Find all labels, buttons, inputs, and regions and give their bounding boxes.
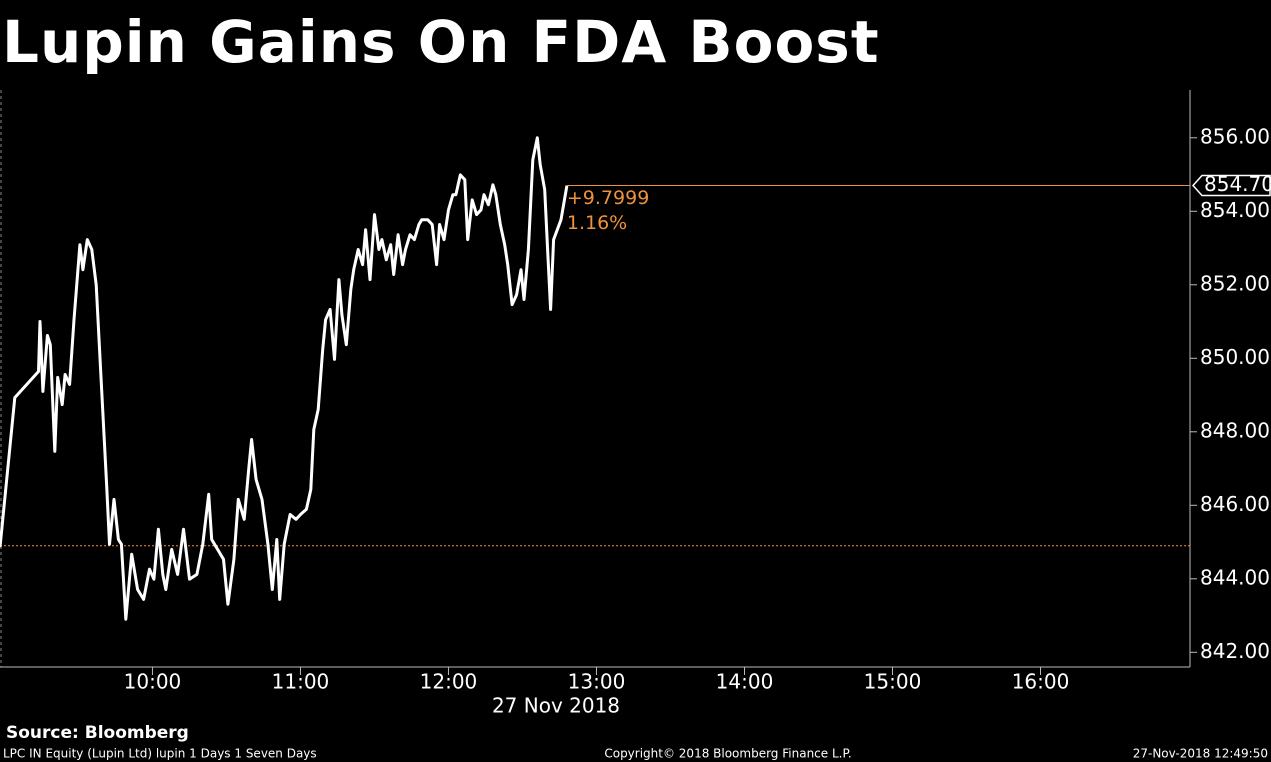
y-tick-label: 842.00 bbox=[1200, 639, 1270, 663]
x-tick-label: 10:00 bbox=[124, 670, 182, 694]
x-tick-label: 16:00 bbox=[1012, 670, 1070, 694]
source: Source: Bloomberg bbox=[6, 723, 189, 743]
footer-right: 27-Nov-2018 12:49:50 bbox=[1133, 747, 1268, 761]
change-pct-label: 1.16% bbox=[567, 212, 627, 234]
footer-center: Copyright© 2018 Bloomberg Finance L.P. bbox=[604, 747, 851, 761]
y-tick-label: 844.00 bbox=[1200, 565, 1270, 589]
x-tick-label: 14:00 bbox=[716, 670, 774, 694]
y-tick-label: 848.00 bbox=[1200, 418, 1270, 442]
y-tick-label: 846.00 bbox=[1200, 492, 1270, 516]
chart-title: Lupin Gains On FDA Boost bbox=[2, 8, 880, 76]
y-tick-label: 854.00 bbox=[1200, 198, 1270, 222]
footer-left: LPC IN Equity (Lupin Ltd) lupin 1 Days 1… bbox=[3, 747, 317, 761]
y-tick-label: 852.00 bbox=[1200, 271, 1270, 295]
last-price-label: 854.70 bbox=[1204, 172, 1271, 196]
change-label: +9.7999 bbox=[567, 187, 649, 209]
x-tick-label: 12:00 bbox=[420, 670, 478, 694]
x-tick-label: 11:00 bbox=[272, 670, 330, 694]
last-price-box bbox=[1191, 174, 1271, 197]
x-axis-label: 27 Nov 2018 bbox=[492, 694, 620, 718]
y-tick-label: 856.00 bbox=[1200, 124, 1270, 148]
x-tick-label: 13:00 bbox=[568, 670, 626, 694]
x-tick-label: 15:00 bbox=[864, 670, 922, 694]
price-line bbox=[0, 136, 569, 621]
y-tick-label: 850.00 bbox=[1200, 345, 1270, 369]
